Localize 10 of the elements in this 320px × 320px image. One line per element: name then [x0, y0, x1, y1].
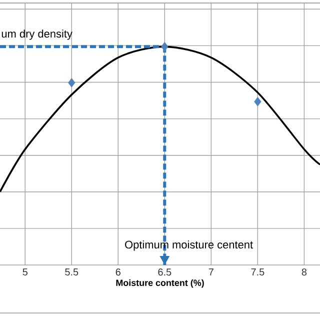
x-tick-label: 7	[208, 268, 214, 276]
x-tick-label: 7.5	[251, 268, 264, 276]
x-axis-title: Moisture content (%)	[116, 279, 204, 288]
text: um dry density	[2, 30, 72, 40]
x-tick-label: 6.5	[158, 268, 172, 276]
x-tick-label: 5	[22, 268, 28, 276]
x-tick-label: 8	[302, 268, 307, 276]
annotation: Optimum moisture centent	[125, 240, 253, 251]
x-tick-label: 6	[116, 268, 120, 276]
x-tick-label: 5.5	[65, 268, 78, 276]
